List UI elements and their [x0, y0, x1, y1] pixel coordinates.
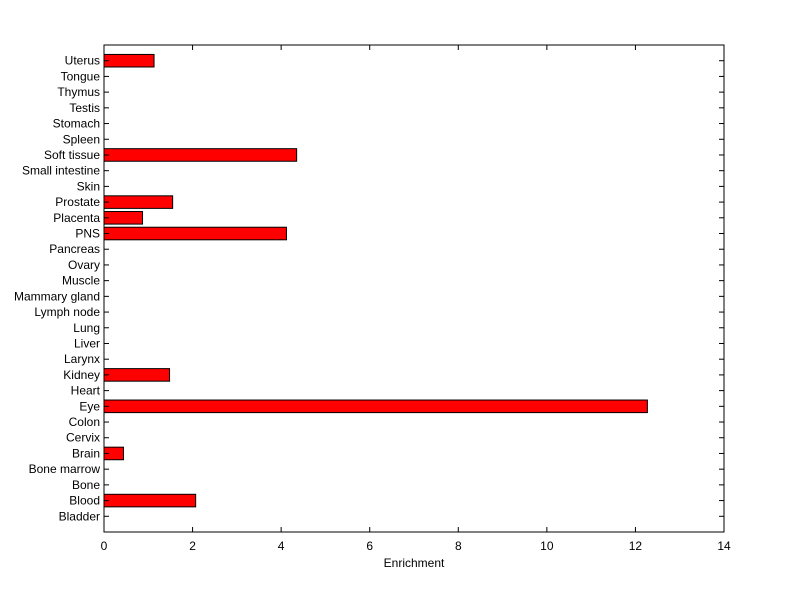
y-tick-label: Muscle	[62, 274, 100, 288]
y-tick-label: Tongue	[61, 69, 101, 83]
x-tick-label: 12	[629, 539, 643, 553]
bar-pns	[103, 226, 287, 241]
y-tick-label: Skin	[77, 179, 100, 193]
y-tick-label: Ovary	[68, 258, 100, 272]
x-axis-label: Enrichment	[384, 556, 445, 570]
y-tick-label: Lung	[73, 321, 100, 335]
y-tick-label: Uterus	[65, 54, 100, 68]
y-tick-label: Liver	[74, 336, 100, 350]
y-tick-label: Cervix	[66, 431, 100, 445]
y-tick-label: Prostate	[55, 195, 100, 209]
bar-kidney	[103, 368, 171, 382]
x-tick-label: 8	[455, 539, 462, 553]
x-tick-label: 14	[717, 539, 731, 553]
plot-frame	[103, 44, 725, 533]
bar-blood	[103, 493, 197, 508]
y-tick-label: Thymus	[57, 85, 100, 99]
y-tick-label: Bone marrow	[29, 462, 101, 476]
y-tick-label: Spleen	[63, 132, 100, 146]
y-tick-label: Blood	[69, 494, 100, 508]
y-tick-label: Kidney	[63, 368, 100, 382]
x-tick-label: 6	[366, 539, 373, 553]
y-tick-label: Mammary gland	[14, 289, 100, 303]
x-tick-label: 10	[540, 539, 554, 553]
y-tick-label: Soft tissue	[44, 148, 100, 162]
y-tick-label: Small intestine	[22, 164, 100, 178]
y-tick-label: Colon	[69, 415, 100, 429]
y-tick-label: Brain	[72, 446, 100, 460]
bar-placenta	[103, 211, 144, 225]
y-tick-label: Lymph node	[34, 305, 100, 319]
y-tick-label: Pancreas	[49, 242, 100, 256]
y-tick-label: Bladder	[59, 509, 100, 523]
y-tick-label: Bone	[72, 478, 100, 492]
bar-eye	[103, 399, 648, 414]
x-tick-label: 0	[101, 539, 108, 553]
y-tick-label: Heart	[71, 384, 101, 398]
y-tick-label: PNS	[75, 227, 100, 241]
x-tick-label: 2	[189, 539, 196, 553]
y-tick-label: Eye	[79, 399, 100, 413]
y-tick-label: Placenta	[53, 211, 100, 225]
y-tick-label: Stomach	[53, 117, 100, 131]
y-tick-label: Larynx	[64, 352, 100, 366]
x-tick-label: 4	[278, 539, 285, 553]
y-tick-label: Testis	[69, 101, 100, 115]
bar-uterus	[103, 53, 155, 68]
bar-soft-tissue	[103, 148, 298, 162]
bar-prostate	[103, 195, 174, 209]
